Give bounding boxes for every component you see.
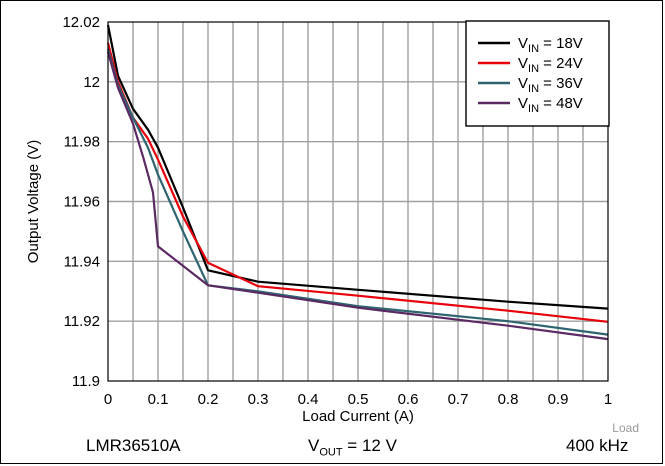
y-tick-label: 12.02 bbox=[62, 14, 100, 31]
series-lines bbox=[106, 24, 609, 341]
legend-box bbox=[465, 20, 610, 127]
x-tick-label: 0.4 bbox=[298, 391, 319, 408]
series-line-4 bbox=[106, 51, 609, 341]
device-name: LMR36510A bbox=[86, 436, 181, 455]
x-axis-label: Load Current (A) bbox=[302, 408, 414, 425]
series-line-1 bbox=[106, 24, 609, 310]
y-axis-label: Output Voltage (V) bbox=[25, 140, 42, 263]
x-tick-label: 0.1 bbox=[148, 391, 169, 408]
x-tick-label: 0.7 bbox=[448, 391, 469, 408]
x-tick-label: 0.6 bbox=[398, 391, 419, 408]
x-tick-label: 0 bbox=[104, 391, 112, 408]
legend-entry: VIN = 24V bbox=[518, 55, 583, 75]
y-tick-label: 11.92 bbox=[64, 313, 100, 330]
watermark: Load bbox=[612, 421, 639, 435]
x-tick-label: 0.3 bbox=[248, 391, 269, 408]
legend-entry: VIN = 48V bbox=[518, 95, 583, 115]
frequency-label: 400 kHz bbox=[566, 436, 629, 455]
plot-area bbox=[107, 21, 609, 382]
y-tick-labels: 11.9 11.92 11.94 11.96 11.98 12 12.02 bbox=[62, 14, 100, 390]
x-tick-label: 1 bbox=[604, 391, 612, 408]
y-tick-label: 11.98 bbox=[64, 134, 100, 151]
x-tick-labels: 0 0.1 0.2 0.3 0.4 0.5 0.6 0.7 0.8 0.9 1 bbox=[104, 391, 612, 408]
legend-entry: VIN = 36V bbox=[518, 75, 583, 95]
x-tick-label: 0.2 bbox=[198, 391, 219, 408]
y-tick-label: 11.94 bbox=[64, 253, 100, 270]
y-tick-label: 11.9 bbox=[72, 373, 100, 390]
series-line-3 bbox=[106, 48, 609, 336]
x-tick-label: 0.5 bbox=[348, 391, 369, 408]
y-tick-label: 12 bbox=[83, 74, 100, 91]
x-tick-label: 0.9 bbox=[548, 391, 569, 408]
x-tick-label: 0.8 bbox=[498, 391, 519, 408]
legend-entry: VIN = 18V bbox=[518, 35, 583, 55]
y-tick-label: 11.96 bbox=[64, 194, 100, 211]
vout-label: VOUT = 12 V bbox=[308, 436, 397, 459]
